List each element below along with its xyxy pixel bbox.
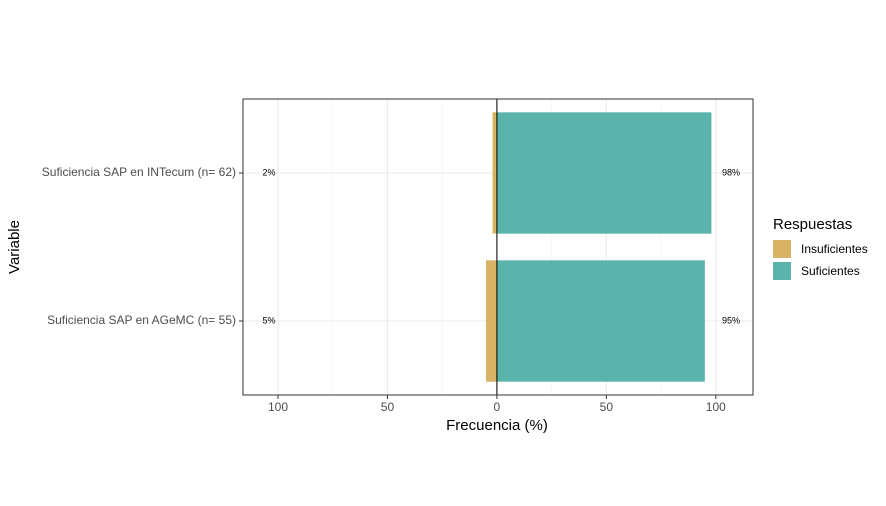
y-tick-label: Suficiencia SAP en INTecum (n= 62) bbox=[42, 165, 236, 179]
value-label: 95% bbox=[722, 315, 740, 325]
x-tick-label: 50 bbox=[600, 400, 614, 414]
value-label: 2% bbox=[262, 167, 275, 177]
x-tick-label: 50 bbox=[381, 400, 395, 414]
y-tick-label: Suficiencia SAP en AGeMC (n= 55) bbox=[47, 313, 236, 327]
bar bbox=[496, 112, 712, 234]
legend-label: Insuficientes bbox=[801, 242, 868, 256]
value-label: 98% bbox=[722, 167, 740, 177]
x-tick-label: 100 bbox=[268, 400, 288, 414]
legend-key bbox=[773, 240, 791, 258]
value-label: 5% bbox=[262, 315, 275, 325]
x-tick-label: 100 bbox=[706, 400, 726, 414]
legend-title: Respuestas bbox=[773, 216, 852, 233]
bar bbox=[496, 260, 705, 382]
bar bbox=[492, 112, 497, 234]
legend-key bbox=[773, 262, 791, 280]
panel-border bbox=[242, 98, 754, 396]
x-tick-label: 0 bbox=[494, 400, 501, 414]
x-axis-title: Frecuencia (%) bbox=[446, 417, 548, 434]
bar bbox=[485, 260, 497, 382]
y-axis-title: Variable bbox=[6, 220, 23, 274]
legend-label: Suficientes bbox=[801, 264, 860, 278]
